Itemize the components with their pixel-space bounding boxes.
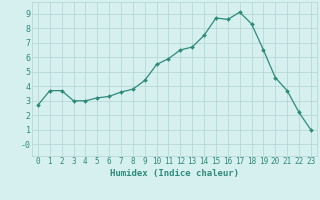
X-axis label: Humidex (Indice chaleur): Humidex (Indice chaleur): [110, 169, 239, 178]
